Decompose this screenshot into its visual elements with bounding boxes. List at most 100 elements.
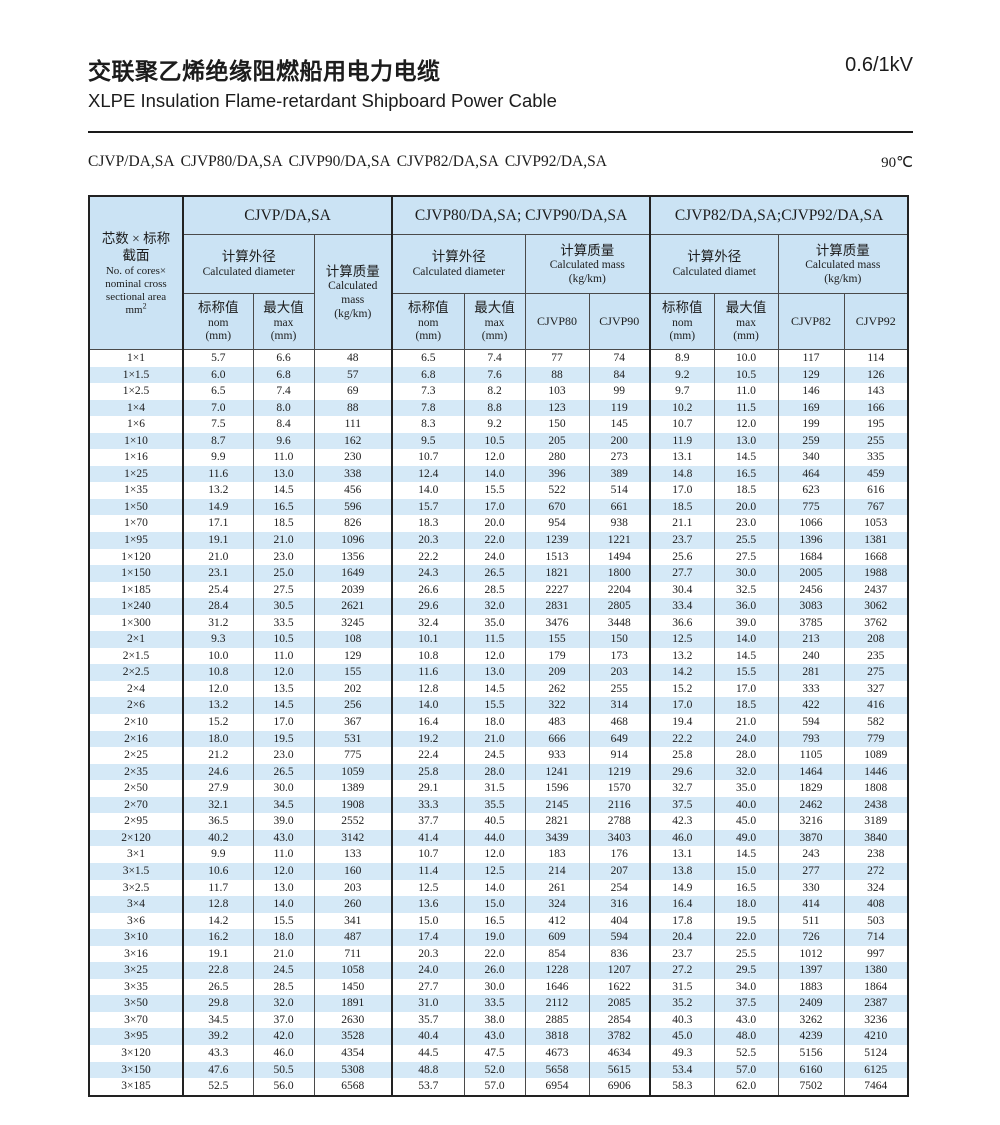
spec-cell: 1×150 — [89, 565, 183, 582]
value-cell: 1389 — [313, 780, 393, 797]
value-cell: 16.2 — [182, 929, 253, 946]
value-cell: 459 — [843, 465, 909, 483]
value-cell: 37.5 — [649, 796, 715, 814]
value-cell: 143 — [843, 383, 909, 400]
value-cell: 661 — [588, 498, 651, 516]
spec-cell: 1×4 — [89, 399, 183, 417]
value-cell: 2227 — [524, 581, 590, 599]
value-cell: 13.2 — [182, 482, 253, 499]
value-cell: 14.5 — [252, 482, 314, 499]
value-cell: 6.5 — [391, 349, 465, 367]
table-row: 2×6 13.2 14.5 256 14.0 15.5 322 314 17.0 18.5 422 4… — [89, 697, 909, 715]
value-cell: 160 — [313, 862, 393, 880]
spec-cell: 2×95 — [124, 815, 148, 828]
value-cell: 14.8 — [649, 465, 715, 483]
value-cell: 330 — [777, 879, 845, 897]
temperature-rating: 90℃ — [881, 155, 913, 171]
value-cell: 15.0 — [713, 862, 779, 880]
value-cell: 338 — [313, 465, 393, 483]
value-cell: 30.5 — [252, 598, 314, 615]
max-zh: 最大值 — [263, 300, 304, 316]
table-row: 1×300 31.2 33.5 3245 32.4 35.0 3476 3448 36.6 39.… — [89, 614, 909, 632]
spec-cell: 1×300 — [121, 616, 151, 629]
value-cell: 119 — [588, 399, 651, 417]
value-cell: 17.0 — [252, 714, 314, 731]
value-cell: 487 — [313, 929, 393, 946]
value-cell: 22.0 — [463, 945, 526, 963]
value-cell: 1053 — [843, 515, 909, 533]
table-row: 1×25 11.6 13.0 338 12.4 14.0 396 389 14.8 16.5 464… — [89, 465, 909, 483]
value-cell: 202 — [313, 680, 393, 698]
value-cell: 14.5 — [252, 697, 314, 715]
value-cell: 416 — [843, 697, 909, 715]
value-cell: 1684 — [777, 548, 845, 566]
value-cell: 13.1 — [649, 846, 715, 863]
horizontal-rule — [88, 131, 913, 133]
value-cell: 18.5 — [649, 498, 715, 516]
value-cell: 12.0 — [463, 846, 526, 863]
spec-cell: 1×185 — [121, 583, 151, 596]
spec-cell: 1×35 — [124, 484, 148, 497]
mass-en-1: Calculated — [328, 280, 378, 293]
value-cell: 7.4 — [252, 383, 314, 400]
value-cell: 11.6 — [391, 664, 465, 681]
spec-cell: 3×70 — [124, 1013, 148, 1026]
spec-cell: 3×120 — [121, 1046, 151, 1059]
value-cell: 23.7 — [649, 945, 715, 963]
value-cell: 1105 — [777, 747, 845, 764]
value-cell: 5124 — [843, 1044, 909, 1062]
value-cell: 340 — [777, 449, 845, 466]
value-cell: 11.5 — [713, 399, 779, 417]
value-cell: 16.4 — [391, 714, 465, 731]
value-cell: 324 — [843, 879, 909, 897]
table-row: 3×16 19.1 21.0 711 20.3 22.0 854 836 23.7 25.5 101… — [89, 945, 909, 963]
value-cell: 24.5 — [252, 962, 314, 979]
value-cell: 514 — [588, 482, 651, 499]
value-cell: 2630 — [313, 1011, 393, 1029]
value-cell: 14.5 — [713, 647, 779, 665]
value-cell: 8.0 — [252, 399, 314, 417]
value-cell: 2831 — [524, 598, 590, 615]
value-cell: 49.3 — [649, 1044, 715, 1062]
value-cell: 23.0 — [252, 747, 314, 764]
value-cell: 22.0 — [713, 929, 779, 946]
mass-zh: 计算质量 — [560, 242, 615, 258]
value-cell: 103 — [524, 383, 590, 400]
value-cell: 150 — [588, 631, 651, 648]
value-cell: 15.5 — [713, 664, 779, 681]
value-cell: 12.0 — [463, 647, 526, 665]
value-cell: 3528 — [313, 1028, 393, 1045]
header-nom-g2: 标称值 nom (mm) — [391, 293, 465, 350]
value-cell: 43.0 — [463, 1028, 526, 1045]
value-cell: 1800 — [588, 565, 651, 582]
value-cell: 4239 — [777, 1028, 845, 1045]
value-cell: 30.0 — [252, 780, 314, 797]
value-cell: 1622 — [588, 978, 651, 996]
value-cell: 28.0 — [463, 763, 526, 781]
value-cell: 6125 — [843, 1061, 909, 1079]
value-cell: 25.5 — [713, 945, 779, 963]
value-cell: 456 — [313, 482, 393, 499]
value-cell: 15.5 — [252, 912, 314, 930]
value-cell: 230 — [313, 449, 393, 466]
value-cell: 5658 — [524, 1061, 590, 1079]
value-cell: 6.5 — [182, 383, 253, 400]
value-cell: 14.0 — [713, 631, 779, 648]
table-row: 2×16 18.0 19.5 531 19.2 21.0 666 649 22.2 24.0 793… — [89, 730, 909, 748]
value-cell: 24.5 — [463, 747, 526, 764]
value-cell: 24.0 — [463, 548, 526, 566]
value-cell: 10.7 — [391, 846, 465, 863]
value-cell: 21.0 — [182, 548, 253, 566]
value-cell: 255 — [588, 680, 651, 698]
value-cell: 997 — [843, 945, 909, 963]
table-row: 3×2.5 11.7 13.0 203 12.5 14.0 261 254 14.9 16.5 33… — [89, 879, 909, 897]
spec-cell: 3×1.5 — [89, 862, 183, 880]
value-cell: 14.5 — [713, 846, 779, 863]
value-cell: 169 — [777, 399, 845, 417]
table-header: 芯数 × 标称 截面 No. of cores× nominal cross s… — [88, 195, 909, 350]
value-cell: 11.5 — [463, 631, 526, 648]
value-cell: 7.0 — [182, 399, 253, 417]
value-cell: 203 — [313, 879, 393, 897]
value-cell: 39.2 — [182, 1028, 253, 1045]
value-cell: 3785 — [777, 614, 845, 632]
